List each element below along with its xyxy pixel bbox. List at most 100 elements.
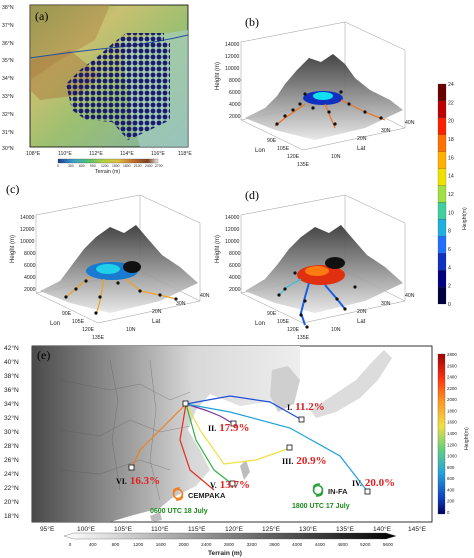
- route-III: [185, 403, 291, 465]
- svg-text:145°E: 145°E: [408, 525, 427, 533]
- height-colorbar-e: [437, 353, 446, 515]
- colorbar-tick: 800: [447, 465, 455, 470]
- svg-text:4000: 4000: [229, 275, 241, 281]
- colorbar-tick: 1600: [156, 542, 167, 547]
- hainan: [150, 512, 162, 522]
- svg-text:125°E: 125°E: [262, 525, 281, 533]
- panel-e-label: (e): [37, 348, 50, 362]
- cb-tick: 600: [79, 164, 85, 168]
- svg-text:30°N: 30°N: [4, 428, 19, 436]
- colorbar-tick: 600: [447, 476, 455, 481]
- colorbar-tick: 2400: [447, 375, 457, 380]
- lon-tick-labels-e: 95°E 100°E 105°E 110°E 115°E 120°E 125°E…: [40, 525, 427, 533]
- colorbar-tick: 2800: [447, 352, 457, 357]
- lon-axis-title: Lon: [255, 148, 265, 154]
- panel-e: (e) I. 11.2% II. 17.9% III. 20.9% IV. 20.0% …: [4, 344, 470, 557]
- cb-tick: 2100: [134, 164, 142, 168]
- lat-tick: 33°N: [2, 94, 14, 100]
- colorbar-tick: 400: [447, 487, 455, 492]
- height-colorbar-ticks: 2800260024002200200018001600140012001000…: [447, 352, 457, 515]
- cluster-label-III: III. 20.9%: [282, 455, 327, 467]
- korea-peninsula: [270, 366, 300, 412]
- svg-text:36°N: 36°N: [4, 386, 19, 394]
- lat-axis-title: Lat: [152, 319, 161, 325]
- colorbar-tick: 3600: [269, 542, 280, 547]
- svg-text:135E: 135E: [92, 335, 105, 341]
- colorbar-tick: 2000: [178, 542, 189, 547]
- colorbar-block: [437, 185, 447, 203]
- colorbar-tick: 1600: [447, 420, 457, 425]
- colorbar-block: [437, 83, 447, 102]
- colorbar-tick: 0: [447, 510, 450, 515]
- svg-text:40°N: 40°N: [4, 358, 19, 366]
- svg-text:90E: 90E: [267, 138, 277, 144]
- route-red: [179, 403, 215, 491]
- colorbar-tick: 2400: [201, 542, 212, 547]
- colorbar-tick: 4400: [315, 542, 326, 547]
- svg-text:6000: 6000: [229, 263, 241, 269]
- storm-time-cempaka: 0600 UTC 18 July: [150, 508, 208, 515]
- svg-text:22°N: 22°N: [4, 484, 19, 492]
- cluster-label-II: II. 17.9%: [208, 422, 249, 434]
- colorbar-block: [437, 270, 447, 288]
- terrain-colorbar-title: Terrain (m): [95, 169, 120, 175]
- panel-c: (c) 14000 12000 10000 8000 6000 4000 200…: [6, 182, 210, 341]
- svg-text:10N: 10N: [331, 154, 341, 160]
- colorbar-block: [437, 100, 447, 118]
- lat-tick: 36°N: [2, 41, 14, 47]
- colorbar-tick: 5600: [383, 542, 394, 547]
- colorbar-block: [437, 253, 447, 271]
- svg-text:4000: 4000: [24, 275, 36, 281]
- svg-text:115°E: 115°E: [188, 525, 206, 533]
- svg-text:90E: 90E: [62, 311, 72, 317]
- svg-text:14000: 14000: [20, 215, 35, 221]
- svg-text:10N: 10N: [126, 327, 136, 333]
- colorbar-tick: 2000: [447, 397, 457, 402]
- svg-text:10000: 10000: [225, 239, 240, 245]
- svg-text:10N: 10N: [331, 327, 341, 333]
- colorbar-tick: 16: [448, 155, 454, 161]
- terrain-colorbar-ticks: 0 400 800 1200 1600 2000 2400 2800 3200 3600 4000 4…: [69, 542, 394, 547]
- colorbar-tick: 12: [448, 192, 454, 198]
- lat-tick: 34°N: [2, 76, 14, 82]
- lon-axis-title: Lon: [255, 321, 265, 327]
- colorbar-tick: 800: [112, 542, 120, 547]
- colorbar-tick: 2800: [224, 542, 235, 547]
- svg-text:2000: 2000: [229, 114, 241, 120]
- trajectory-cluster-d: [277, 257, 357, 329]
- svg-text:105E: 105E: [72, 319, 85, 325]
- lon-axis-title: Lon: [50, 321, 60, 327]
- svg-text:28°N: 28°N: [4, 442, 19, 450]
- cb-tick: 1500: [112, 164, 120, 168]
- cluster-label-IV: IV. 20.0%: [352, 477, 395, 489]
- colorbar-block: [437, 202, 447, 220]
- colorbar-tick: 200: [447, 499, 455, 504]
- z-ticks: 14000 12000 10000 8000 6000 4000 2000: [20, 215, 36, 293]
- terrain-colorbar-ticks: 0 300 600 900 1200 1500 1800 2100 2400 2…: [57, 164, 163, 168]
- colorbar-tick: 400: [89, 542, 97, 547]
- cluster-label-I: I. 11.2%: [287, 401, 325, 413]
- cluster-label-V: V. 13.7%: [210, 479, 250, 491]
- svg-text:130°E: 130°E: [299, 525, 318, 533]
- lon-tick: 112°E: [89, 151, 103, 157]
- colorbar-tick: 1200: [447, 442, 457, 447]
- svg-text:20°N: 20°N: [4, 498, 19, 506]
- svg-text:110°E: 110°E: [151, 525, 169, 533]
- svg-text:26°N: 26°N: [4, 456, 19, 464]
- route-VI: [131, 403, 187, 469]
- colorbar-tick: 2: [448, 284, 451, 290]
- svg-text:40N: 40N: [405, 120, 415, 126]
- lat-tick-labels: 38°N 37°N 36°N 35°N 34°N 33°N 32°N 31°N …: [2, 5, 14, 152]
- lon-tick: 116°E: [151, 151, 165, 157]
- lat-tick-labels-e: 42°N 40°N 38°N 36°N 34°N 32°N 30°N 28°N …: [4, 344, 19, 520]
- lon-tick: 118°E: [178, 151, 192, 157]
- province-borders: [59, 359, 191, 501]
- lat-ticks: 10N 20N 30N 40N: [331, 120, 415, 160]
- colorbar-tick: 2600: [447, 363, 457, 368]
- colorbar-block: [437, 134, 447, 152]
- svg-text:6000: 6000: [229, 90, 241, 96]
- terrain-colorbar-bottom: [63, 532, 397, 540]
- colorbar-tick: 4800: [337, 542, 348, 547]
- svg-text:14000: 14000: [225, 215, 240, 221]
- colorbar-tick: 20: [448, 119, 454, 125]
